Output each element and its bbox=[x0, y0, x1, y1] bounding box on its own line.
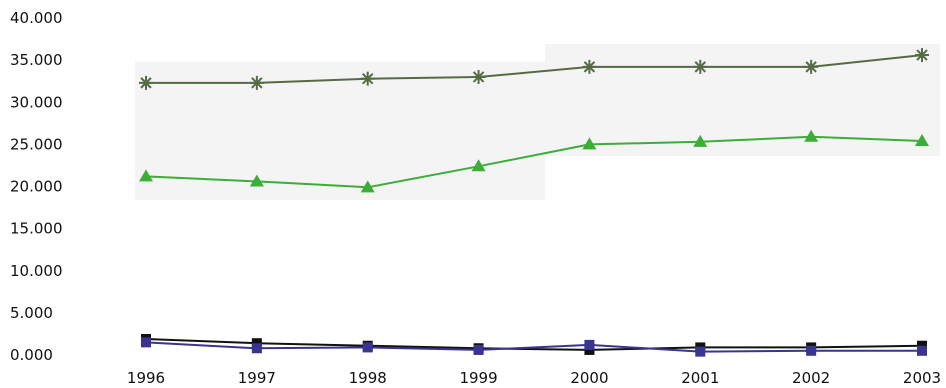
y-tick-label: 30.000 bbox=[10, 93, 63, 111]
x-tick-label: 2000 bbox=[570, 369, 608, 387]
x-tick-label: 1998 bbox=[349, 369, 387, 387]
y-tick-label: 35.000 bbox=[10, 51, 63, 69]
series-lines bbox=[145, 54, 923, 353]
data-point-triangle bbox=[915, 134, 929, 147]
data-point-square bbox=[362, 342, 373, 353]
data-point-square bbox=[806, 345, 817, 356]
data-point-square bbox=[473, 344, 484, 355]
y-tick-label: 15.000 bbox=[10, 220, 63, 238]
series-line bbox=[145, 135, 923, 189]
data-point-star bbox=[249, 75, 264, 90]
series-line bbox=[146, 54, 923, 84]
data-point-triangle bbox=[471, 159, 486, 172]
y-tick-label: 20.000 bbox=[10, 178, 63, 196]
background-band bbox=[545, 44, 940, 156]
data-point-square bbox=[251, 338, 262, 349]
background-bands bbox=[135, 44, 940, 200]
data-point-star bbox=[915, 48, 929, 63]
data-point-square bbox=[917, 340, 927, 351]
data-point-triangle bbox=[693, 134, 708, 147]
data-point-square bbox=[141, 337, 151, 348]
data-point-star bbox=[360, 71, 375, 86]
data-point-triangle bbox=[360, 180, 375, 193]
data-point-triangle bbox=[582, 137, 597, 150]
y-tick-label: 40.000 bbox=[10, 9, 63, 27]
data-point-triangle bbox=[249, 174, 264, 187]
y-tick-label: 5.000 bbox=[10, 304, 53, 322]
x-tick-label: 2002 bbox=[792, 369, 830, 387]
background-band bbox=[135, 62, 545, 200]
y-tick-label: 10.000 bbox=[10, 262, 63, 280]
data-point-triangle bbox=[804, 129, 819, 142]
data-point-square bbox=[584, 344, 595, 355]
x-tick-label: 1999 bbox=[459, 369, 497, 387]
x-axis-tick-labels: 1996 1997 1998 1999 2000 2001 2002 2003 bbox=[127, 369, 941, 387]
data-point-triangle bbox=[139, 169, 153, 182]
y-tick-label: 0.000 bbox=[10, 346, 53, 364]
y-axis-tick-labels: 0.000 5.000 10.000 15.000 20.000 25.000 30.000… bbox=[10, 9, 63, 364]
data-point-star bbox=[471, 69, 486, 84]
x-tick-label: 1997 bbox=[238, 369, 276, 387]
data-point-square bbox=[695, 346, 706, 357]
y-tick-label: 25.000 bbox=[10, 135, 63, 153]
series-markers bbox=[139, 48, 929, 357]
x-tick-label: 2001 bbox=[681, 369, 719, 387]
series-line bbox=[145, 338, 923, 351]
data-point-square bbox=[584, 339, 595, 350]
x-tick-label: 1996 bbox=[127, 369, 165, 387]
data-point-square bbox=[251, 343, 262, 354]
data-point-star bbox=[693, 59, 708, 74]
series-line bbox=[145, 341, 922, 353]
x-tick-label: 2003 bbox=[903, 369, 941, 387]
data-point-square bbox=[917, 345, 927, 356]
data-point-star bbox=[582, 59, 597, 74]
data-point-star bbox=[139, 75, 153, 90]
data-point-star bbox=[804, 59, 819, 74]
